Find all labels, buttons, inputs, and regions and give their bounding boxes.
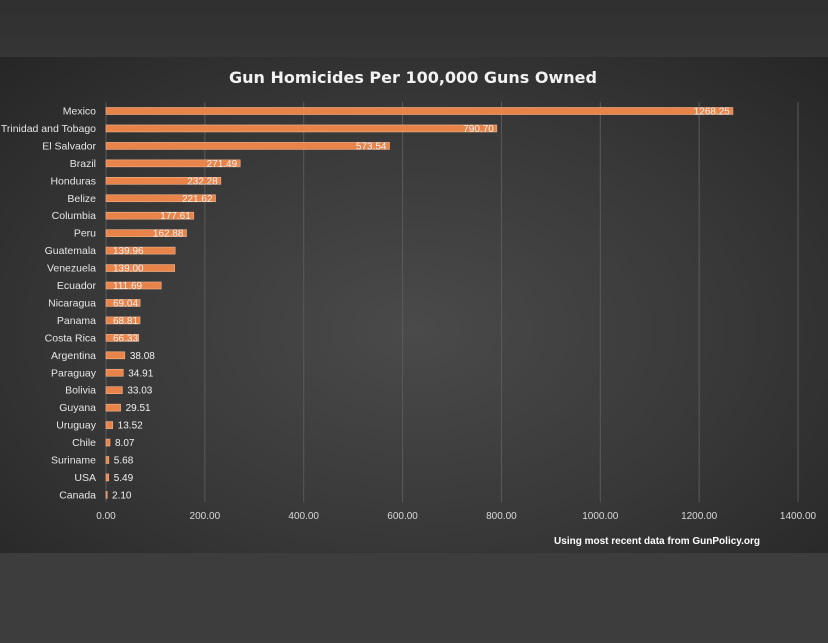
data-label: 139.96 (113, 246, 144, 257)
data-label: 177.61 (160, 211, 191, 222)
bar (105, 316, 141, 325)
bar (105, 386, 123, 395)
bar (105, 159, 241, 168)
category-labels: Mexico Trinidad and Tobago El Salvador Braz… (1, 106, 97, 502)
bottom-band (0, 553, 828, 643)
bar (105, 194, 216, 203)
x-tick-label: 1000.00 (582, 511, 619, 522)
data-label: 790.70 (463, 124, 494, 135)
bar (105, 351, 126, 360)
data-label: 162.88 (153, 229, 184, 240)
category-label: Peru (74, 228, 96, 240)
bar (105, 124, 498, 133)
category-label: Argentina (51, 350, 96, 362)
category-label: Columbia (52, 210, 97, 222)
data-label: 33.03 (127, 386, 152, 397)
x-axis-ticks: 0.00 200.00 400.00 600.00 800.00 1000.00 1200.… (96, 511, 816, 522)
category-label: Guyana (59, 402, 96, 414)
category-label: Honduras (50, 175, 96, 187)
category-label: El Salvador (42, 140, 96, 152)
source-note: Using most recent data from GunPolicy.or… (554, 536, 760, 547)
bar (105, 177, 222, 185)
data-label: 232.28 (187, 176, 218, 187)
bars: 1268.25 790.70 573.54 271.49 232.28 221.62 177… (105, 107, 734, 501)
category-label: Guatemala (45, 245, 97, 257)
data-label: 66.33 (113, 333, 138, 344)
bar (105, 456, 110, 464)
category-label: USA (74, 472, 96, 484)
data-label: 5.49 (114, 473, 134, 484)
category-label: Chile (72, 437, 96, 449)
data-label: 221.62 (182, 194, 213, 205)
category-label: Uruguay (56, 420, 96, 432)
bar (105, 229, 187, 237)
category-label: Mexico (63, 106, 96, 118)
category-label: Suriname (51, 455, 96, 467)
data-label: 573.54 (356, 141, 387, 152)
category-label: Belize (67, 193, 96, 205)
category-label: Ecuador (57, 280, 97, 292)
bar (105, 473, 110, 482)
data-label: 2.10 (112, 490, 132, 501)
bar (105, 264, 176, 272)
data-label: 29.51 (126, 403, 151, 414)
data-label: 38.08 (130, 351, 155, 362)
bar (105, 246, 176, 255)
data-label: 13.52 (118, 421, 143, 432)
bar (105, 491, 108, 499)
x-tick-label: 1400.00 (780, 511, 817, 522)
chart-title: Gun Homicides Per 100,000 Guns Owned (229, 68, 597, 87)
category-label: Brazil (70, 158, 96, 170)
x-tick-label: 1200.00 (681, 511, 718, 522)
gridlines (105, 102, 799, 502)
top-band (0, 0, 828, 57)
data-label: 271.49 (207, 159, 238, 170)
bar (105, 438, 111, 447)
data-label: 68.81 (113, 316, 138, 327)
bar (105, 368, 124, 377)
x-tick-label: 400.00 (288, 511, 319, 522)
data-label: 139.00 (113, 264, 144, 275)
bar (105, 281, 162, 290)
bar (105, 107, 734, 115)
x-tick-label: 600.00 (387, 511, 418, 522)
category-label: Trinidad and Tobago (1, 123, 96, 135)
data-label: 69.04 (113, 298, 138, 309)
category-label: Nicaragua (48, 297, 96, 309)
category-label: Canada (59, 489, 96, 501)
x-tick-label: 800.00 (486, 511, 517, 522)
bar (105, 334, 140, 342)
category-label: Bolivia (65, 385, 96, 397)
x-tick-label: 0.00 (96, 511, 116, 522)
data-label: 8.07 (115, 438, 135, 449)
data-label: 1268.25 (694, 107, 731, 118)
category-label: Panama (57, 315, 96, 327)
bar (105, 142, 390, 150)
bar (105, 211, 195, 220)
category-label: Costa Rica (45, 332, 97, 344)
x-tick-label: 200.00 (190, 511, 221, 522)
category-label: Venezuela (47, 263, 96, 275)
data-label: 5.68 (114, 456, 134, 467)
data-label: 34.91 (128, 368, 153, 379)
bar (105, 403, 121, 412)
bar (105, 421, 113, 429)
data-label: 111.69 (113, 281, 143, 292)
bar (105, 299, 141, 307)
category-label: Paraguay (51, 367, 97, 379)
